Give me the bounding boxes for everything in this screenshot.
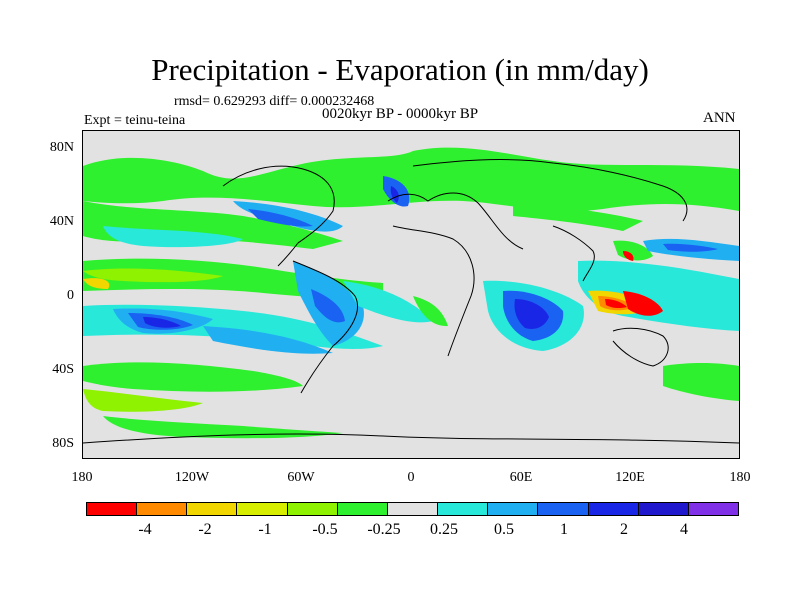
- lat-label: 40S: [52, 362, 74, 377]
- colorbar-swatch: [236, 502, 288, 516]
- colorbar-label: 4: [680, 521, 688, 538]
- colorbar-swatch: [687, 502, 740, 516]
- colorbar-swatch: [437, 502, 489, 516]
- colorbar-swatch: [336, 502, 388, 516]
- colorbar-swatch: [637, 502, 689, 516]
- precip-evap-map: [82, 131, 740, 458]
- colorbar: [86, 502, 740, 516]
- colorbar-swatch: [286, 502, 338, 516]
- experiment-label: Expt = teinu-teina: [84, 113, 186, 128]
- chart-title: Precipitation - Evaporation (in mm/day): [151, 52, 649, 87]
- map-panel: [82, 130, 740, 459]
- colorbar-label: -0.25: [367, 521, 401, 538]
- colorbar-swatch: [86, 502, 138, 516]
- lat-label: 0: [67, 288, 74, 303]
- colorbar-label: -2: [198, 521, 212, 538]
- lon-label: 180: [71, 470, 93, 485]
- colorbar-swatch: [136, 502, 188, 516]
- coastlines: [82, 159, 740, 444]
- colorbar-label: 0.25: [430, 521, 458, 538]
- lon-label: 60W: [287, 470, 315, 485]
- lat-label: 80N: [49, 140, 74, 155]
- colorbar-swatch: [537, 502, 589, 516]
- colorbar-label: 0.5: [494, 521, 514, 538]
- colorbar-label: -0.5: [312, 521, 338, 538]
- lat-label: 40N: [49, 214, 74, 229]
- period-label: 0020kyr BP - 0000kyr BP: [322, 106, 479, 122]
- lon-label: 0: [407, 470, 415, 485]
- colorbar-label: -4: [138, 521, 152, 538]
- colorbar-swatch: [587, 502, 639, 516]
- lon-label: 120E: [615, 470, 645, 485]
- stats-label: rmsd= 0.629293 diff= 0.000232468: [174, 94, 375, 109]
- lon-label: 120W: [174, 470, 210, 485]
- colorbar-label: 1: [560, 521, 568, 538]
- colorbar-label: -1: [258, 521, 272, 538]
- colorbar-swatch: [487, 502, 539, 516]
- lon-label: 60E: [509, 470, 533, 485]
- lat-label: 80S: [52, 436, 74, 451]
- colorbar-swatch: [386, 502, 439, 516]
- season-label: ANN: [703, 110, 736, 126]
- lon-label: 180: [729, 470, 751, 485]
- colorbar-swatch: [186, 502, 238, 516]
- field-shading: [83, 147, 739, 439]
- colorbar-label: 2: [620, 521, 628, 538]
